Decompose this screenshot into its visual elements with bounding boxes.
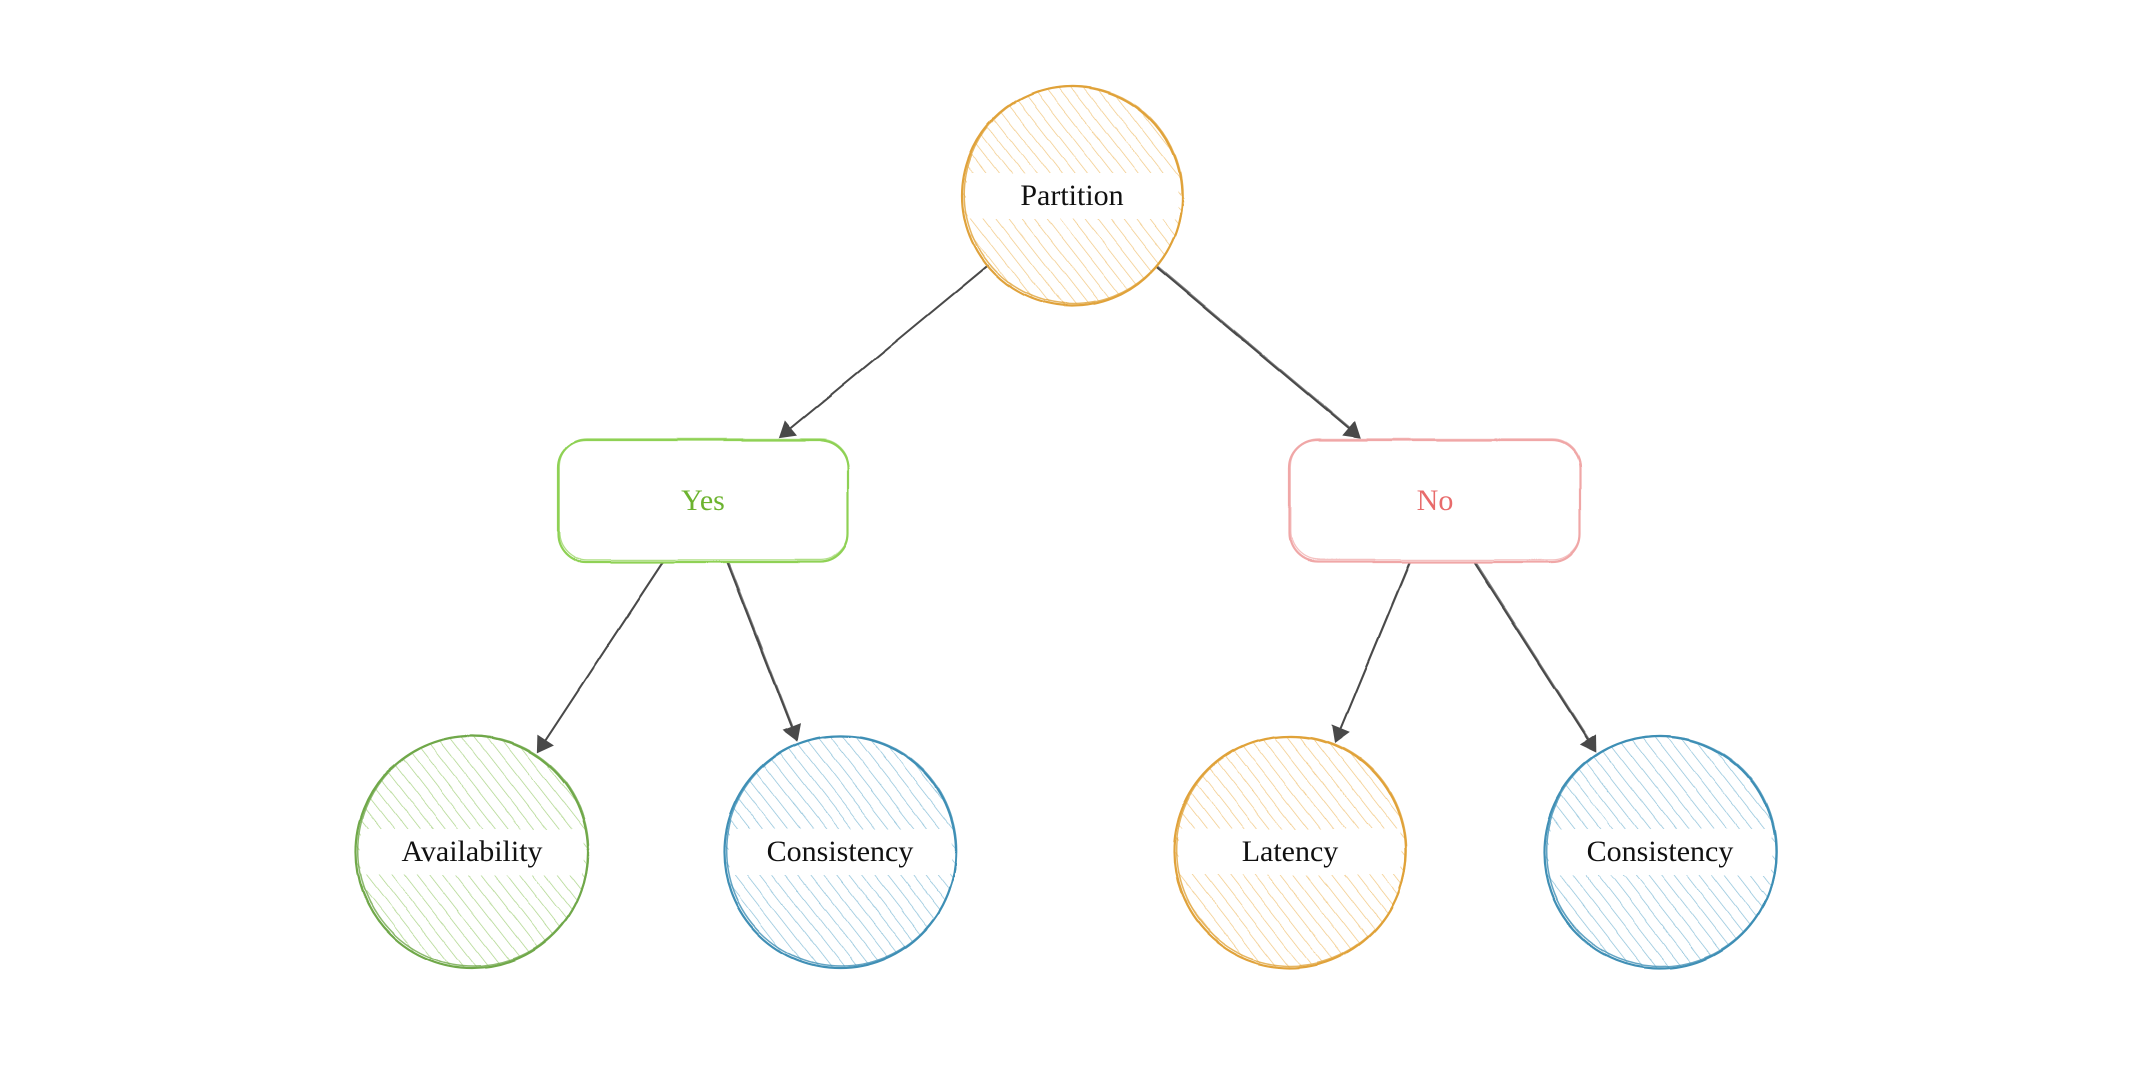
node-yes	[558, 439, 848, 562]
edge-partition-yes	[778, 265, 988, 438]
edge-no-latency	[1332, 561, 1411, 743]
node-consistency1	[724, 736, 957, 968]
edge-no-consistency2	[1474, 561, 1596, 752]
edge-partition-no	[1156, 266, 1361, 439]
node-no	[1290, 439, 1580, 562]
diagram-stage: PartitionYesNoAvailabilityConsistencyLat…	[0, 0, 2138, 1072]
edge-yes-consistency1	[727, 561, 801, 742]
edge-yes-availability	[537, 561, 664, 753]
node-latency	[1174, 736, 1407, 968]
diagram-svg	[0, 0, 2138, 1072]
node-partition	[962, 86, 1183, 306]
node-consistency2	[1544, 736, 1777, 968]
node-availability	[356, 736, 589, 968]
nodes-layer	[356, 86, 1777, 968]
